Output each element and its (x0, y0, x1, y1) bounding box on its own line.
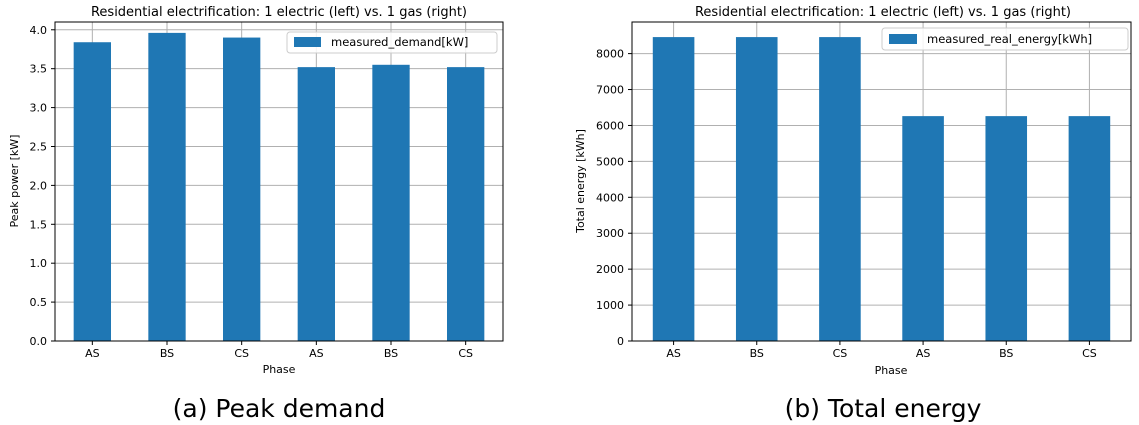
chart-2-y-tick-label: 1000 (596, 299, 624, 312)
chart-2-y-tick-label: 7000 (596, 84, 624, 97)
chart-2-y-tick-label: 0 (617, 335, 624, 348)
chart-1-y-tick-label: 1.0 (30, 257, 48, 270)
chart-1-y-tick-label: 3.0 (30, 102, 48, 115)
chart-2-x-tick-label: CS (1082, 347, 1097, 360)
chart-1-x-tick-label: CS (458, 347, 473, 360)
chart-1-x-tick-label: CS (234, 347, 249, 360)
chart-2-y-axis-label: Total energy [kWh] (574, 129, 587, 234)
chart-1-y-tick-label: 0.0 (30, 335, 48, 348)
chart-2-legend: measured_real_energy[kWh] (881, 27, 1129, 51)
chart-1-bar (223, 37, 261, 341)
chart-1-title: Residential electrification: 1 electric … (91, 5, 467, 20)
chart-1-x-ticks: AS BS CS AS BS CS (85, 341, 473, 360)
chart-2-x-tick-label: AS (916, 347, 931, 360)
chart-1-y-tick-label: 0.5 (30, 296, 48, 309)
chart-2-plot-frame (631, 21, 1132, 342)
chart-2-y-tick-label: 8000 (596, 48, 624, 61)
chart-2-bar (652, 37, 695, 342)
chart-1-x-tick-label: BS (384, 347, 398, 360)
chart-1-bar (297, 67, 335, 341)
chart-2-legend-box (881, 27, 1129, 51)
chart-2-y-tick-label: 3000 (596, 227, 624, 240)
chart-2-x-tick-label: BS (999, 347, 1013, 360)
chart-1-bar (447, 67, 485, 341)
chart-2-x-tick-label: AS (666, 347, 681, 360)
chart-1-legend-label: measured_demand[kW] (331, 35, 468, 49)
chart-1-x-tick-label: BS (160, 347, 174, 360)
chart-2-caption: (b) Total energy (785, 394, 982, 423)
chart-1-y-tick-label: 4.0 (30, 24, 48, 37)
chart-1-plot-frame (54, 21, 504, 342)
chart-1-bar (372, 64, 410, 341)
chart-total-energy: Residential electrification: 1 electric … (574, 5, 1132, 423)
chart-1-y-tick-label: 3.5 (30, 63, 48, 76)
chart-2-x-tick-label: CS (833, 347, 848, 360)
chart-1-legend-box (286, 31, 498, 54)
chart-2-x-ticks: AS BS CS AS BS CS (666, 341, 1097, 360)
chart-2-title: Residential electrification: 1 electric … (695, 5, 1071, 20)
chart-2-legend-swatch (889, 34, 917, 44)
chart-1-grid (55, 22, 503, 342)
chart-2-y-tick-label: 2000 (596, 263, 624, 276)
chart-2-y-tick-label: 6000 (596, 119, 624, 132)
chart-1-y-tick-label: 2.5 (30, 140, 48, 153)
chart-2-bar (819, 37, 861, 342)
chart-2-bar (902, 116, 944, 341)
chart-2-x-tick-label: BS (750, 347, 764, 360)
chart-2-bar (985, 116, 1028, 341)
chart-1-caption: (a) Peak demand (173, 394, 386, 423)
chart-2-grid (632, 22, 1131, 342)
chart-1-legend-swatch (294, 37, 321, 47)
chart-1-x-tick-label: AS (85, 347, 100, 360)
chart-2-y-tick-label: 5000 (596, 155, 624, 168)
chart-2-x-axis-label: Phase (875, 364, 908, 377)
chart-1-x-tick-label: AS (309, 347, 324, 360)
chart-1-y-axis-label: Peak power [kW] (8, 135, 21, 228)
chart-1-x-axis-label: Phase (263, 363, 296, 376)
chart-1-bar (73, 42, 111, 341)
chart-2-bar (1068, 116, 1111, 341)
chart-1-y-tick-label: 1.5 (30, 218, 48, 231)
chart-1-y-ticks: 0.0 0.5 1.0 1.5 2.0 2.5 3.0 3.5 4.0 (30, 24, 55, 348)
chart-2-y-tick-label: 4000 (596, 191, 624, 204)
chart-2-y-ticks: 0 1000 2000 3000 4000 5000 6000 7000 8000 (596, 48, 632, 348)
chart-peak-demand: Residential electrification: 1 electric … (8, 5, 504, 423)
chart-2-bars (652, 37, 1111, 342)
chart-1-bar (148, 32, 186, 342)
chart-1-legend: measured_demand[kW] (286, 31, 498, 54)
chart-2-bar (735, 37, 778, 342)
chart-1-bars (73, 32, 485, 342)
chart-2-legend-label: measured_real_energy[kWh] (927, 32, 1092, 46)
chart-1-y-tick-label: 2.0 (30, 179, 48, 192)
